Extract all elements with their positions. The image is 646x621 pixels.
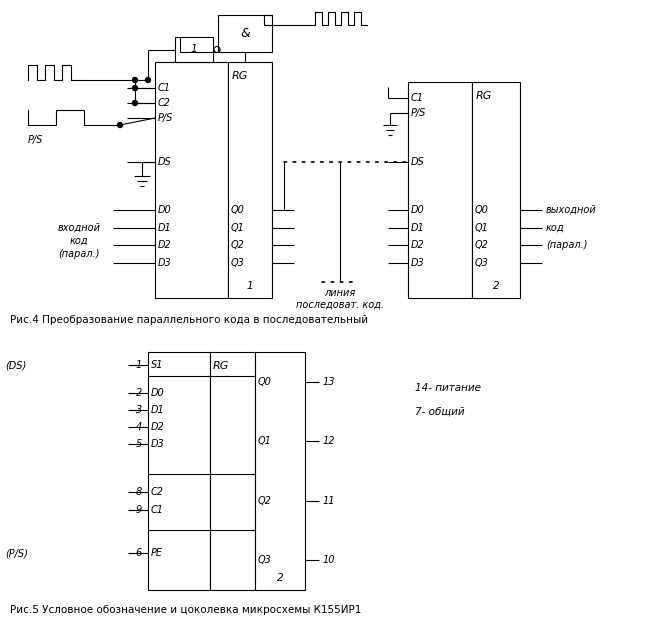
Text: D0: D0 bbox=[151, 388, 165, 398]
Text: C2: C2 bbox=[151, 487, 164, 497]
Text: код: код bbox=[546, 223, 565, 233]
Text: Q1: Q1 bbox=[231, 223, 245, 233]
Text: P/S: P/S bbox=[28, 135, 43, 145]
Text: D0: D0 bbox=[411, 205, 425, 215]
Text: S1: S1 bbox=[151, 360, 163, 370]
Text: код: код bbox=[70, 236, 89, 246]
Text: RG: RG bbox=[476, 91, 492, 101]
Text: 2: 2 bbox=[276, 573, 284, 583]
Text: D0: D0 bbox=[158, 205, 172, 215]
Text: 1: 1 bbox=[247, 281, 253, 291]
Text: RG: RG bbox=[213, 361, 229, 371]
Bar bbox=[148, 352, 210, 590]
Bar bbox=[175, 37, 213, 62]
Circle shape bbox=[132, 86, 138, 91]
Text: 6: 6 bbox=[136, 548, 142, 558]
Text: выходной: выходной bbox=[546, 205, 597, 215]
Text: 1: 1 bbox=[136, 360, 142, 370]
Circle shape bbox=[145, 78, 151, 83]
Text: D3: D3 bbox=[151, 439, 165, 449]
Text: 7- общий: 7- общий bbox=[415, 407, 464, 417]
Text: Q0: Q0 bbox=[231, 205, 245, 215]
Text: P/S: P/S bbox=[158, 113, 173, 123]
Text: 12: 12 bbox=[323, 436, 335, 446]
Text: 2: 2 bbox=[136, 388, 142, 398]
Text: 4: 4 bbox=[136, 422, 142, 432]
Text: DS: DS bbox=[158, 157, 172, 167]
Bar bbox=[228, 62, 272, 298]
Text: C1: C1 bbox=[158, 83, 171, 93]
Text: Q2: Q2 bbox=[258, 496, 272, 505]
Text: D1: D1 bbox=[151, 405, 165, 415]
Text: Q1: Q1 bbox=[475, 223, 489, 233]
Text: D2: D2 bbox=[158, 240, 172, 250]
Text: (DS): (DS) bbox=[5, 360, 26, 370]
Text: RG: RG bbox=[232, 71, 248, 81]
Text: C2: C2 bbox=[158, 98, 171, 108]
Text: &: & bbox=[240, 27, 250, 40]
Circle shape bbox=[132, 101, 138, 106]
Text: Q2: Q2 bbox=[475, 240, 489, 250]
Text: Q1: Q1 bbox=[258, 436, 272, 446]
Bar bbox=[155, 62, 228, 298]
Text: P/S: P/S bbox=[411, 108, 426, 118]
Text: (парал.): (парал.) bbox=[546, 240, 587, 250]
Text: Q0: Q0 bbox=[258, 377, 272, 387]
Text: линия: линия bbox=[324, 288, 356, 298]
Text: D1: D1 bbox=[411, 223, 425, 233]
Bar bbox=[255, 352, 305, 590]
Text: D3: D3 bbox=[158, 258, 172, 268]
Text: 5: 5 bbox=[136, 439, 142, 449]
Text: Q0: Q0 bbox=[475, 205, 489, 215]
Text: последоват. код.: последоват. код. bbox=[296, 300, 384, 310]
Text: Рис.4 Преобразование параллельного кода в последовательный: Рис.4 Преобразование параллельного кода … bbox=[10, 315, 368, 325]
Text: 3: 3 bbox=[136, 405, 142, 415]
Text: D3: D3 bbox=[411, 258, 425, 268]
Text: C1: C1 bbox=[411, 93, 424, 103]
Text: Q3: Q3 bbox=[258, 555, 272, 565]
Text: 8: 8 bbox=[136, 487, 142, 497]
Text: (парал.): (парал.) bbox=[58, 249, 99, 259]
Text: 2: 2 bbox=[493, 281, 499, 291]
Circle shape bbox=[132, 78, 138, 83]
Text: D2: D2 bbox=[411, 240, 425, 250]
Bar bbox=[218, 15, 272, 52]
Text: DS: DS bbox=[411, 157, 425, 167]
Text: D1: D1 bbox=[158, 223, 172, 233]
Text: 1: 1 bbox=[191, 45, 197, 55]
Bar bbox=[472, 82, 520, 298]
Text: PE: PE bbox=[151, 548, 163, 558]
Text: Рис.5 Условное обозначение и цоколевка микросхемы К155ИР1: Рис.5 Условное обозначение и цоколевка м… bbox=[10, 605, 361, 615]
Text: Q2: Q2 bbox=[231, 240, 245, 250]
Text: (P/S): (P/S) bbox=[5, 548, 28, 558]
Text: 9: 9 bbox=[136, 505, 142, 515]
Bar bbox=[408, 82, 472, 298]
Text: 11: 11 bbox=[323, 496, 335, 505]
Text: D2: D2 bbox=[151, 422, 165, 432]
Text: 10: 10 bbox=[323, 555, 335, 565]
Bar bbox=[210, 352, 255, 590]
Text: C1: C1 bbox=[151, 505, 164, 515]
Circle shape bbox=[118, 122, 123, 127]
Text: Q3: Q3 bbox=[231, 258, 245, 268]
Text: 14- питание: 14- питание bbox=[415, 383, 481, 393]
Text: Q3: Q3 bbox=[475, 258, 489, 268]
Text: 13: 13 bbox=[323, 377, 335, 387]
Text: входной: входной bbox=[57, 223, 101, 233]
